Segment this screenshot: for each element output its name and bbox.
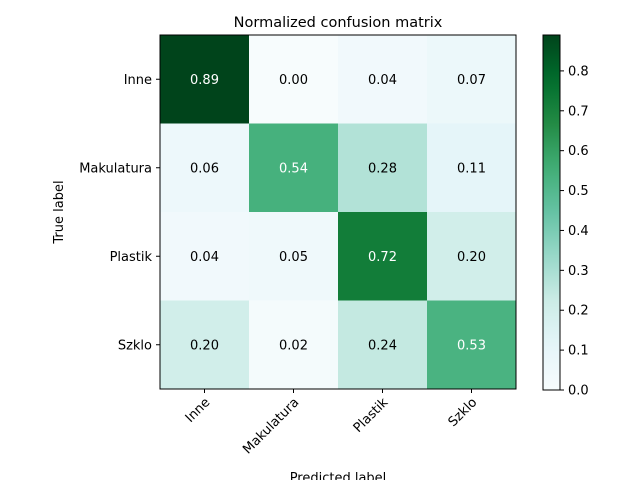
- cell-value-label: 0.02: [279, 338, 308, 353]
- cell-value-label: 0.24: [368, 338, 397, 353]
- heatmap-cell: [338, 123, 428, 213]
- cell-value-label: 0.05: [279, 250, 308, 265]
- colorbar-ticks: 0.0 0.1 0.2 0.3 0.4 0.5 0.6 0.7 0.8: [560, 64, 589, 399]
- colorbar-tick-label: 0.6: [568, 144, 589, 159]
- x-tick-label: Inne: [183, 395, 214, 426]
- colorbar-tick-label: 0.8: [568, 64, 589, 79]
- colorbar-tick-label: 0.3: [568, 264, 589, 279]
- colorbar-tick-label: 0.7: [568, 104, 589, 119]
- chart-title: Normalized confusion matrix: [234, 15, 443, 31]
- plot-frame: [159, 34, 517, 390]
- cell-value-label: 0.20: [190, 338, 219, 353]
- x-tick-label: Plastik: [351, 395, 392, 436]
- heatmap-cell: [249, 300, 339, 390]
- cell-value-label: 0.07: [457, 73, 486, 88]
- colorbar-tick-label: 0.5: [568, 184, 589, 199]
- y-axis-label: True label: [52, 180, 67, 244]
- x-tick-label: Szklo: [446, 395, 481, 430]
- heatmap-cell: [249, 35, 339, 124]
- heatmap-cell: [427, 300, 517, 390]
- cell-value-label: 0.11: [457, 161, 486, 176]
- heatmap-cell: [249, 212, 339, 301]
- cell-value-label: 0.89: [190, 73, 219, 88]
- y-axis-ticks: Inne Makulatura Plastik Szklo: [79, 73, 160, 353]
- colorbar-tick-label: 0.1: [568, 344, 589, 359]
- heatmap-cell: [427, 123, 517, 213]
- heatmap-cell: [427, 212, 517, 301]
- heatmap-cell: [427, 35, 517, 124]
- colorbar-tick-label: 0.0: [568, 384, 589, 399]
- y-tick-label: Szklo: [118, 338, 152, 353]
- y-tick-label: Makulatura: [79, 161, 152, 176]
- colorbar-tick-label: 0.4: [568, 224, 589, 239]
- x-axis-label: Predicted label: [290, 471, 387, 480]
- y-tick-label: Inne: [124, 73, 152, 88]
- heatmap-cell: [160, 300, 250, 390]
- heatmap-cells: [160, 35, 517, 390]
- cell-value-label: 0.20: [457, 250, 486, 265]
- y-tick-label: Plastik: [110, 250, 153, 265]
- cell-value-label: 0.04: [190, 250, 219, 265]
- cell-value-label: 0.28: [368, 161, 397, 176]
- heatmap-cell: [160, 35, 250, 124]
- heatmap-cell-labels: 0.89 0.00 0.04 0.07 0.06 0.54 0.28 0.11 0.04 0.05…: [190, 73, 486, 354]
- x-tick-label: Makulatura: [240, 395, 302, 457]
- colorbar: [542, 34, 561, 391]
- cell-value-label: 0.00: [279, 73, 308, 88]
- heatmap-cell: [338, 35, 428, 124]
- cell-value-label: 0.06: [190, 161, 219, 176]
- cell-value-label: 0.53: [457, 338, 486, 353]
- x-axis-ticks: Inne Makulatura Plastik Szklo: [183, 389, 481, 457]
- heatmap-cell: [338, 300, 428, 390]
- heatmap-cell: [249, 123, 339, 213]
- colorbar-tick-label: 0.2: [568, 304, 589, 319]
- cell-value-label: 0.72: [368, 250, 397, 265]
- cell-value-label: 0.04: [368, 73, 397, 88]
- heatmap-cell: [160, 123, 250, 213]
- cell-value-label: 0.54: [279, 161, 308, 176]
- heatmap-cell: [160, 212, 250, 301]
- heatmap-cell: [338, 212, 428, 301]
